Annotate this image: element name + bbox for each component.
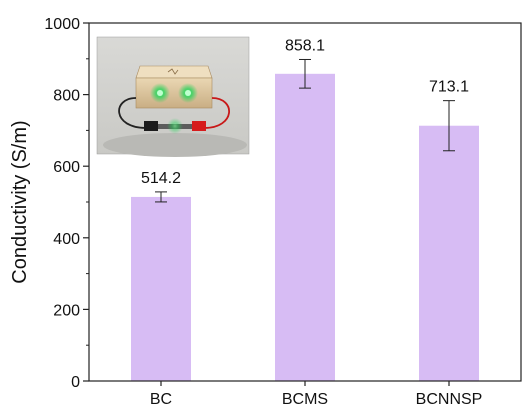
bar [275, 73, 335, 381]
y-tick-label: 800 [53, 88, 80, 105]
x-tick-label: BCNNSP [416, 391, 483, 408]
data-label: 858.1 [285, 37, 325, 54]
y-tick-label: 0 [71, 374, 80, 391]
data-label: 713.1 [429, 79, 469, 96]
y-axis-title: Conductivity (S/m) [9, 120, 31, 283]
x-tick-label: BC [150, 391, 172, 408]
bar [131, 196, 191, 381]
y-tick-label: 200 [53, 302, 80, 319]
bar [419, 125, 479, 381]
y-tick-label: 1000 [44, 16, 80, 33]
data-label: 514.2 [141, 170, 181, 187]
x-tick-label: BCMS [282, 391, 328, 408]
y-tick-label: 600 [53, 159, 80, 176]
y-tick-label: 400 [53, 231, 80, 248]
inset-photo [96, 36, 250, 157]
